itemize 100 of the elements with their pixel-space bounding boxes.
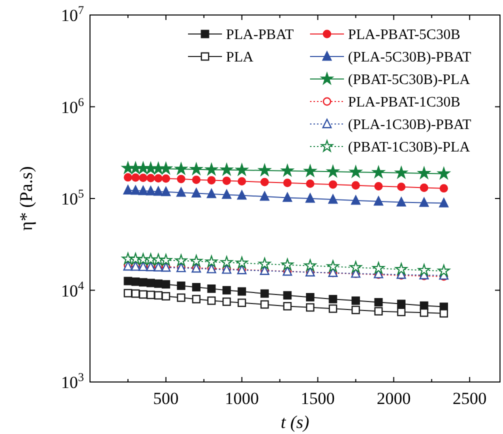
- x-tick-label: 2500: [452, 389, 487, 408]
- point: [162, 280, 170, 289]
- point: [220, 256, 233, 268]
- point: [131, 173, 140, 182]
- point: [374, 298, 383, 306]
- legend-label: (PBAT-5C30B)-PLA: [348, 72, 470, 88]
- point: [237, 190, 247, 200]
- x-tick-label: 1000: [224, 389, 259, 408]
- point: [350, 261, 362, 273]
- point: [396, 197, 406, 206]
- point: [260, 300, 269, 309]
- y-tick-label: 10$^{5}$: [61, 186, 84, 208]
- point: [374, 182, 383, 190]
- point: [175, 162, 188, 174]
- point: [162, 174, 170, 183]
- point: [238, 298, 246, 307]
- point: [123, 185, 133, 194]
- y-tick-label: 10$^{7}$: [61, 3, 84, 25]
- point: [438, 264, 450, 276]
- point: [306, 303, 314, 312]
- point: [236, 256, 248, 268]
- legend-label: PLA-PBAT-5C30B: [348, 27, 460, 43]
- point: [222, 286, 231, 294]
- point: [351, 195, 360, 205]
- point: [154, 174, 163, 183]
- point: [205, 255, 218, 268]
- point: [304, 259, 316, 271]
- point: [222, 190, 232, 199]
- point: [175, 254, 188, 266]
- point: [352, 306, 360, 314]
- point: [281, 258, 294, 270]
- point: [306, 292, 314, 302]
- point: [222, 298, 231, 306]
- point: [146, 186, 156, 196]
- point: [138, 290, 148, 299]
- point: [304, 164, 316, 177]
- point: [146, 290, 155, 300]
- point: [190, 162, 202, 175]
- point: [238, 287, 246, 296]
- point: [439, 198, 449, 208]
- x-axis-title: t (s): [280, 412, 310, 432]
- point: [372, 166, 385, 178]
- point: [328, 304, 338, 313]
- point: [397, 182, 406, 192]
- point: [124, 173, 132, 182]
- point: [161, 186, 171, 196]
- point: [282, 192, 292, 202]
- point: [352, 181, 360, 190]
- point: [260, 289, 269, 298]
- point: [146, 174, 155, 182]
- point: [397, 300, 406, 308]
- point: [283, 178, 292, 188]
- legend-label: (PLA-1C30B)-PBAT: [348, 117, 472, 133]
- point: [206, 188, 216, 198]
- point: [283, 291, 292, 300]
- point: [440, 184, 448, 193]
- point: [207, 296, 216, 305]
- y-tick-label: 10$^{3}$: [61, 370, 84, 392]
- point: [124, 288, 132, 298]
- point: [418, 166, 430, 179]
- y-tick-label: 10$^{6}$: [61, 94, 84, 117]
- point: [176, 187, 186, 197]
- point: [190, 254, 202, 267]
- point: [326, 165, 340, 177]
- point: [238, 177, 246, 186]
- point: [162, 292, 170, 300]
- legend-label: (PLA-5C30B)-PBAT: [348, 50, 472, 66]
- point: [306, 179, 314, 188]
- point: [258, 258, 271, 270]
- point: [154, 186, 164, 196]
- point: [326, 260, 340, 272]
- point: [222, 176, 231, 185]
- point: [374, 307, 383, 316]
- point: [397, 308, 406, 316]
- point: [258, 164, 271, 176]
- point: [395, 262, 408, 275]
- point: [131, 289, 140, 298]
- point: [154, 291, 163, 300]
- point: [438, 167, 450, 180]
- point: [207, 284, 216, 293]
- point: [160, 254, 172, 266]
- point: [192, 294, 200, 304]
- point: [192, 176, 200, 184]
- x-tick-label: 500: [153, 389, 179, 408]
- legend-label: (PBAT-1C30B)-PLA: [348, 140, 470, 156]
- point: [176, 293, 186, 302]
- point: [176, 282, 186, 290]
- y-tick-label: 10$^{4}$: [61, 278, 84, 300]
- point: [176, 174, 186, 184]
- point: [420, 308, 428, 317]
- point: [138, 174, 148, 182]
- x-tick-label: 1500: [300, 389, 335, 408]
- point: [328, 180, 338, 189]
- point: [260, 178, 269, 186]
- point: [281, 164, 294, 176]
- point: [352, 296, 360, 305]
- point: [372, 262, 385, 274]
- point: [192, 282, 200, 292]
- legend-label: PLA-PBAT-1C30B: [348, 94, 460, 110]
- point: [205, 163, 218, 175]
